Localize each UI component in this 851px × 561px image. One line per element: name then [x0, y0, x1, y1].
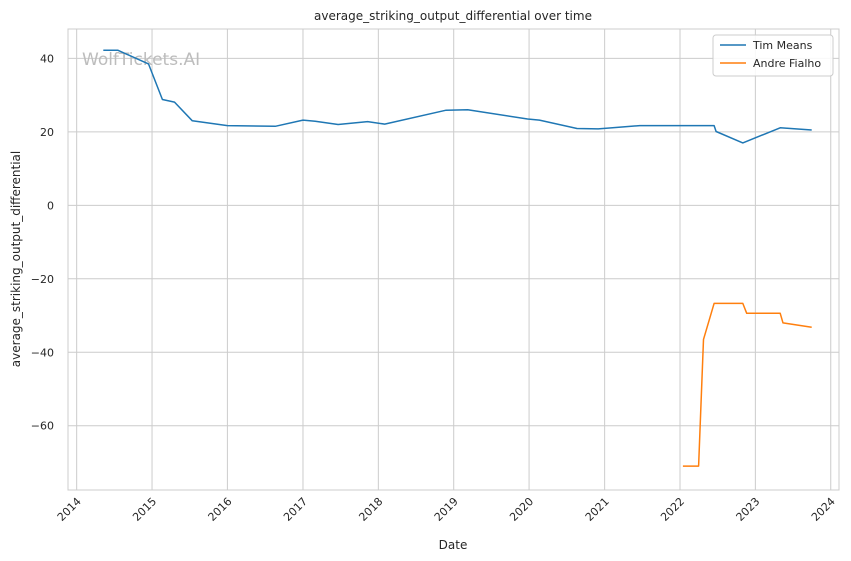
y-tick-label: −40 [31, 346, 54, 359]
y-tick-label: 20 [40, 126, 54, 139]
x-tick-label: 2024 [809, 495, 838, 524]
y-axis-title: average_striking_output_differential [9, 151, 23, 367]
x-tick-label: 2020 [507, 495, 536, 524]
y-tick-label: −20 [31, 273, 54, 286]
series-layer [103, 49, 812, 467]
x-tick-label: 2016 [206, 495, 235, 524]
y-tick-labels: 40 20 0 −20 −40 −60 [31, 52, 54, 432]
x-tick-label: 2017 [281, 495, 310, 524]
x-tick-labels: 2014 2015 2016 2017 2018 2019 2020 2021 2022 2023… [55, 495, 838, 524]
x-tick-label: 2023 [734, 495, 763, 524]
x-tick-label: 2022 [658, 495, 687, 524]
legend-label-andre-fialho: Andre Fialho [753, 57, 821, 70]
legend-label-tim-means: Tim Means [752, 39, 813, 52]
chart-title: average_striking_output_differential ove… [314, 9, 592, 23]
series-line-andre-fialho [682, 302, 812, 467]
y-tick-label: 0 [47, 199, 54, 212]
x-tick-label: 2018 [356, 495, 385, 524]
x-tick-label: 2015 [130, 495, 159, 524]
series-line-tim-means [103, 49, 812, 144]
x-tick-label: 2021 [583, 495, 612, 524]
y-tick-label: 40 [40, 52, 54, 65]
plot-frame [67, 28, 840, 491]
legend: Tim Means Andre Fialho [712, 34, 834, 77]
x-axis-title: Date [439, 538, 468, 552]
x-tick-label: 2014 [55, 495, 84, 524]
grid-lines [68, 29, 839, 490]
y-tick-label: −60 [31, 420, 54, 433]
x-tick-label: 2019 [432, 495, 461, 524]
